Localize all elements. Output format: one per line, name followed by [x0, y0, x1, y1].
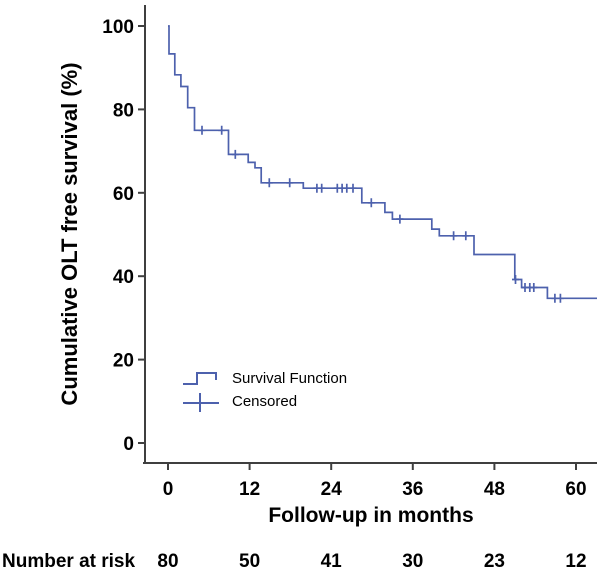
number-at-risk-row: Number at risk 80 50 41 30 23 12 — [0, 551, 600, 573]
y-tick-label: 40 — [113, 267, 134, 288]
step-line-icon — [183, 371, 217, 385]
survival-curve — [168, 25, 597, 300]
y-axis-title: Cumulative OLT free survival (%) — [57, 62, 82, 406]
x-tick-label: 36 — [402, 479, 423, 500]
legend-label-censored: Censored — [232, 393, 298, 410]
risk-count: 80 — [157, 551, 179, 572]
risk-count: 30 — [402, 551, 424, 572]
risk-count: 12 — [565, 551, 587, 572]
risk-count: 23 — [483, 551, 505, 572]
legend-row-survival: Survival Function — [181, 367, 347, 390]
y-tick-label: 100 — [102, 17, 134, 38]
legend-label-survival: Survival Function — [232, 370, 348, 387]
x-tick-label: 12 — [239, 479, 260, 500]
legend-row-censored: Censored — [181, 390, 347, 413]
y-tick-label: 0 — [123, 434, 134, 455]
censored-plus-icon — [183, 392, 219, 412]
risk-count: 50 — [239, 551, 261, 572]
censor-marks — [198, 125, 564, 303]
legend: Survival Function Censored — [181, 367, 347, 413]
number-at-risk-label: Number at risk — [2, 551, 136, 572]
x-tick-label: 24 — [321, 479, 343, 500]
risk-count: 41 — [320, 551, 342, 572]
y-tick-label: 20 — [113, 351, 134, 372]
x-tick-label: 0 — [163, 479, 174, 500]
x-axis-title: Follow-up in months — [268, 504, 474, 527]
y-tick-label: 60 — [113, 184, 134, 205]
x-tick-label: 48 — [484, 479, 505, 500]
x-tick-label: 60 — [565, 479, 586, 500]
y-tick-label: 80 — [113, 100, 134, 121]
